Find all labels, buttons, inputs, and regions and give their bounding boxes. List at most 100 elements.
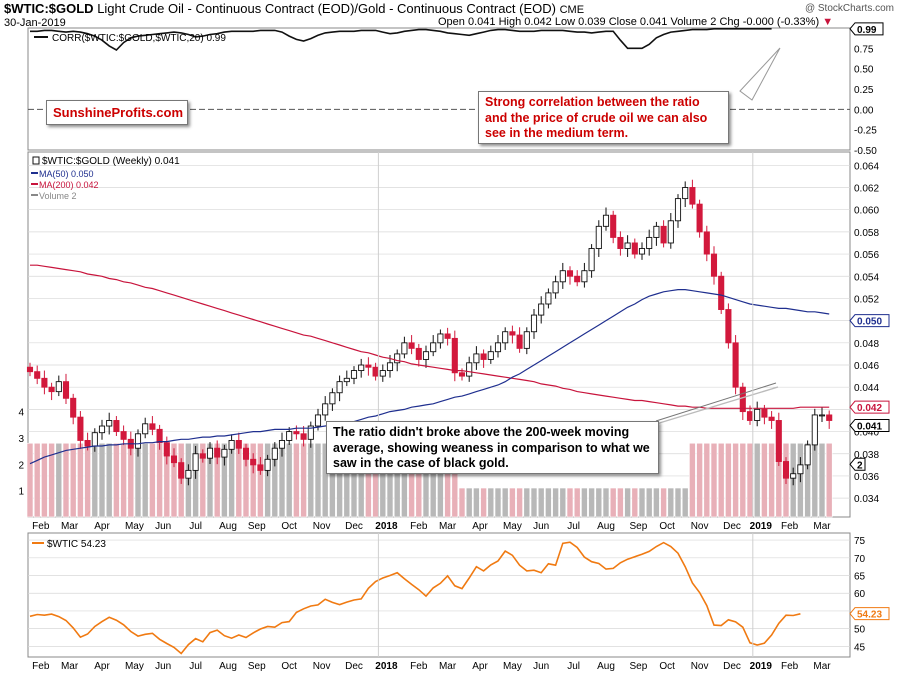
candle-body xyxy=(689,187,696,205)
volume-bar xyxy=(732,442,739,518)
price-value-flag-box xyxy=(849,418,890,432)
volume-bar xyxy=(516,487,523,518)
x-axis-label: Sep xyxy=(248,521,266,532)
x-axis-label: Jun xyxy=(533,521,549,532)
candle-body xyxy=(538,303,545,316)
candle-body xyxy=(62,381,70,399)
sunshineprofits-logo: SunshineProfits.com xyxy=(46,100,188,125)
correlation-annotation: Strong correlation between the ratio and… xyxy=(478,91,729,144)
x-axis-label: Apr xyxy=(472,521,488,532)
candle-body xyxy=(430,342,437,353)
x-axis-label: Dec xyxy=(723,521,741,532)
high-value: 0.042 xyxy=(524,16,552,28)
volume-ytick-label: 4 xyxy=(18,408,24,419)
candle-body xyxy=(617,236,624,249)
candle-body xyxy=(70,397,77,418)
x-axis-label: Mar xyxy=(813,521,831,532)
volume-bar xyxy=(523,487,531,518)
x-axis-label: Nov xyxy=(691,661,709,672)
candle-body xyxy=(286,431,293,441)
quote-bar: Open 0.041 High 0.042 Low 0.039 Close 0.… xyxy=(438,16,833,28)
candle-body xyxy=(293,431,300,435)
volume-bar xyxy=(739,442,747,518)
volume-bar xyxy=(761,442,768,518)
candle-body xyxy=(170,455,178,464)
candle-body xyxy=(401,342,408,355)
candle-body xyxy=(588,248,595,272)
candle-body xyxy=(494,342,502,353)
x-axis-label: Jun xyxy=(155,521,171,532)
volume-bar xyxy=(717,442,725,518)
price-ytick-label: 0.056 xyxy=(854,250,879,261)
wtic-ytick-label: 65 xyxy=(854,572,866,583)
volume-bar xyxy=(602,487,610,518)
x-axis-label: Apr xyxy=(472,661,488,672)
volume-bar xyxy=(645,487,653,518)
wtic-last-value-box xyxy=(849,607,890,621)
volume-bar xyxy=(581,487,588,518)
change-down-icon: ▼ xyxy=(822,16,834,28)
x-axis-label: Jul xyxy=(189,661,202,672)
volume-bar xyxy=(825,442,833,518)
x-axis-label: Mar xyxy=(813,661,831,672)
candle-body xyxy=(235,439,242,449)
candle-body xyxy=(660,225,667,244)
candle-body xyxy=(674,198,682,222)
x-axis-label: Mar xyxy=(61,661,79,672)
volume-bar xyxy=(667,487,675,518)
price-ytick-label: 0.064 xyxy=(854,161,879,172)
candle-body xyxy=(48,386,55,393)
candle-body xyxy=(595,225,602,249)
candle-body xyxy=(77,416,84,441)
candle-body xyxy=(646,236,653,249)
wtic-panel: 7570656055504554.23$WTIC 54.23 xyxy=(27,532,890,658)
candle-body xyxy=(307,425,314,440)
volume-bar xyxy=(480,487,487,518)
corr-series-line xyxy=(30,28,772,52)
candle-body xyxy=(631,242,638,255)
x-axis-label: 2019 xyxy=(750,521,773,532)
chart-date: 30-Jan-2019 xyxy=(4,17,66,29)
wtic-ytick-label: 50 xyxy=(854,625,866,636)
candle-body xyxy=(98,425,106,434)
volume-bar xyxy=(300,442,307,518)
x-axis-label: Feb xyxy=(781,521,799,532)
x-axis-label: Jun xyxy=(155,661,171,672)
change-label: Chg xyxy=(719,16,740,28)
wtic-ytick-label: 75 xyxy=(854,536,866,547)
x-axis-label: Dec xyxy=(345,661,363,672)
x-axis-label: 2018 xyxy=(375,661,398,672)
volume-bar xyxy=(725,442,732,518)
volume-bar xyxy=(84,442,91,518)
volume-bar xyxy=(566,487,574,518)
candle-body xyxy=(422,351,430,360)
x-axis-label: Oct xyxy=(659,521,675,532)
volume-bar xyxy=(703,442,711,518)
candle-body xyxy=(120,431,127,440)
candle-body xyxy=(826,414,833,421)
annotation-pointer-shadow xyxy=(655,386,779,425)
candle-body xyxy=(451,337,458,374)
candle-body xyxy=(41,377,48,388)
volume-bar xyxy=(696,442,703,518)
x-axis-label: Mar xyxy=(439,661,457,672)
volume-bar xyxy=(62,442,70,518)
x-axis-label: Mar xyxy=(439,521,457,532)
volume-bar xyxy=(105,442,113,518)
wtic-last-value: 54.23 xyxy=(857,610,882,621)
candle-body xyxy=(718,275,725,310)
price-value-flag-box xyxy=(849,400,890,414)
x-axis-label: Nov xyxy=(313,521,331,532)
candle-body xyxy=(379,370,386,377)
volume-label: Volume xyxy=(670,16,708,28)
volume-bar xyxy=(120,442,127,518)
time-axes: Feb Feb Mar Mar Apr Apr May May Jun Jun Jul Jul Aug A… xyxy=(32,152,831,672)
exchange-label: CME xyxy=(559,4,585,16)
candle-body xyxy=(91,432,98,447)
corr-ytick-label: 0.75 xyxy=(854,44,874,55)
x-axis-label: May xyxy=(125,661,144,672)
candle-body xyxy=(574,275,581,283)
candle-body xyxy=(458,372,466,377)
corr-ytick-label: 0.25 xyxy=(854,85,874,96)
x-axis-label: Nov xyxy=(691,521,709,532)
